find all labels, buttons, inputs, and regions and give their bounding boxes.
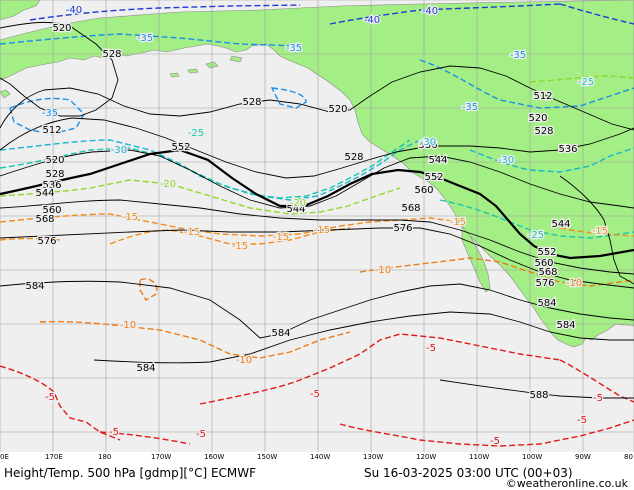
height-label: 568 bbox=[401, 203, 420, 214]
temperature-label: -25 bbox=[578, 77, 594, 88]
site-credit[interactable]: ©weatheronline.co.uk bbox=[505, 477, 628, 490]
temperature-label: -10 bbox=[120, 320, 136, 331]
temperature-label: -15 bbox=[232, 241, 248, 252]
longitude-label: 160W bbox=[204, 453, 225, 461]
temperature-label: -10 bbox=[375, 265, 391, 276]
height-label: 584 bbox=[271, 328, 290, 339]
temperature-label: -40 bbox=[66, 5, 82, 16]
temperature-label: -5 bbox=[109, 427, 119, 438]
temperature-contours bbox=[0, 3, 634, 447]
height-label: 560 bbox=[42, 205, 61, 216]
temperature-label: -30 bbox=[420, 137, 436, 148]
height-contour-labels: 5205285125205285365445605685765845285205… bbox=[24, 22, 579, 403]
temperature-label: -15 bbox=[184, 227, 200, 238]
height-label: 576 bbox=[535, 278, 554, 289]
height-label: 588 bbox=[529, 390, 548, 401]
temperature-label: -5 bbox=[593, 393, 603, 404]
temperature-label: -30 bbox=[111, 145, 127, 156]
temperature-label: -15 bbox=[122, 212, 138, 223]
temperature-label: -5 bbox=[310, 389, 320, 400]
height-label: 544 bbox=[286, 204, 305, 215]
temperature-label: -40 bbox=[364, 15, 380, 26]
longitude-label: 90W bbox=[575, 453, 591, 461]
height-label: 536 bbox=[418, 140, 437, 151]
height-label: 544 bbox=[428, 155, 447, 166]
height-label: 520 bbox=[45, 155, 64, 166]
height-label: 536 bbox=[558, 144, 577, 155]
temperature-label: -5 bbox=[196, 429, 206, 440]
height-label: 568 bbox=[538, 267, 557, 278]
temperature-label: -25 bbox=[188, 128, 204, 139]
land-aleutians bbox=[0, 55, 243, 99]
height-label: 584 bbox=[136, 363, 155, 374]
longitude-label: 170W bbox=[151, 453, 172, 461]
height-label: 520 bbox=[52, 23, 71, 34]
height-label: 544 bbox=[35, 188, 54, 199]
temperature-contour-labels: -40 -40 -40 -35 -35 -35 -35 -35 -30 -30 -30 -25 -25 -… bbox=[41, 4, 610, 449]
temperature-label: -35 bbox=[286, 43, 302, 54]
height-label: 536 bbox=[42, 180, 61, 191]
temperature-label: -20 bbox=[160, 179, 176, 190]
height-label: 512 bbox=[533, 91, 552, 102]
height-label: 552 bbox=[537, 247, 556, 258]
land-masses bbox=[0, 0, 634, 348]
height-label: 528 bbox=[534, 126, 553, 137]
longitude-label: 110W bbox=[469, 453, 490, 461]
temperature-label: -5 bbox=[426, 343, 436, 354]
map-valid-time: Su 16-03-2025 03:00 UTC (00+03) bbox=[364, 466, 573, 480]
temperature-label: -5 bbox=[577, 415, 587, 426]
height-label: 584 bbox=[25, 281, 44, 292]
height-label: 528 bbox=[344, 152, 363, 163]
longitude-label: 180 bbox=[98, 453, 112, 461]
temperature-label: -35 bbox=[462, 102, 478, 113]
temperature-label: -10 bbox=[566, 278, 582, 289]
temperature-label: -15 bbox=[592, 226, 608, 237]
temperature-label: -15 bbox=[273, 232, 289, 243]
height-label: 520 bbox=[528, 113, 547, 124]
temperature-label: -15 bbox=[450, 217, 466, 228]
geopotential-height-contours bbox=[0, 21, 634, 399]
longitude-label: 80 bbox=[624, 453, 633, 461]
map-footer: 0E 170E 180 170W 160W 150W 140W 130W 120W 110W 100… bbox=[0, 452, 634, 490]
temperature-label: -5 bbox=[490, 436, 500, 447]
height-label: 520 bbox=[328, 104, 347, 115]
land-chukotka bbox=[0, 0, 41, 21]
temperature-label: -35 bbox=[510, 50, 526, 61]
height-label: 576 bbox=[393, 223, 412, 234]
temperature-label: -35 bbox=[42, 108, 58, 119]
height-label: 552 bbox=[424, 172, 443, 183]
height-label: 552 bbox=[171, 142, 190, 153]
temperature-label: -30 bbox=[498, 155, 514, 166]
longitude-label: 150W bbox=[257, 453, 278, 461]
height-label: 584 bbox=[556, 320, 575, 331]
temperature-label: -15 bbox=[314, 225, 330, 236]
height-label: 528 bbox=[45, 169, 64, 180]
height-label: 560 bbox=[414, 185, 433, 196]
temperature-label: -25 bbox=[528, 230, 544, 241]
longitude-label: 170E bbox=[45, 453, 63, 461]
map-title: Height/Temp. 500 hPa [gdmp][°C] ECMWF bbox=[4, 466, 257, 480]
height-label: 576 bbox=[37, 236, 56, 247]
temperature-label: -10 bbox=[236, 355, 252, 366]
map-canvas: 5205285125205285365445605685765845285205… bbox=[0, 0, 634, 452]
land-alaska-canada bbox=[0, 0, 634, 348]
longitude-label: 100W bbox=[522, 453, 543, 461]
longitude-label: 130W bbox=[363, 453, 384, 461]
height-label: 528 bbox=[242, 97, 261, 108]
temperature-label: -5 bbox=[45, 392, 55, 403]
longitude-label: 0E bbox=[0, 453, 9, 461]
height-label: 528 bbox=[102, 49, 121, 60]
lat-lon-grid bbox=[0, 0, 634, 452]
height-label: 568 bbox=[35, 214, 54, 225]
height-label: 560 bbox=[534, 258, 553, 269]
height-label: 512 bbox=[42, 125, 61, 136]
temperature-label: -35 bbox=[137, 33, 153, 44]
height-label: 584 bbox=[537, 298, 556, 309]
temperature-label: -40 bbox=[422, 6, 438, 17]
height-label: 544 bbox=[551, 219, 570, 230]
longitude-label: 140W bbox=[310, 453, 331, 461]
temperature-label: -20 bbox=[290, 198, 306, 209]
longitude-label: 120W bbox=[416, 453, 437, 461]
